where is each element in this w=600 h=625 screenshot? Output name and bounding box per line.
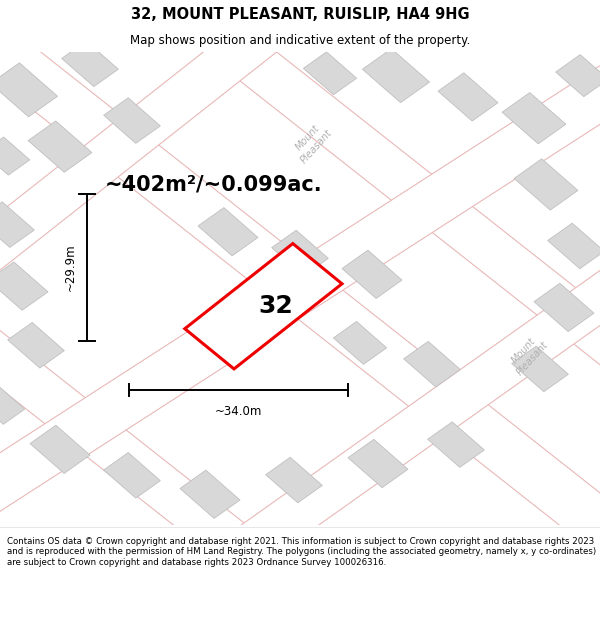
Polygon shape [198, 208, 258, 256]
Polygon shape [556, 54, 600, 97]
Polygon shape [534, 283, 594, 331]
Polygon shape [404, 341, 460, 387]
Polygon shape [342, 250, 402, 298]
Text: 32: 32 [259, 294, 293, 319]
Polygon shape [362, 49, 430, 102]
Polygon shape [548, 223, 600, 269]
Polygon shape [28, 121, 92, 172]
Polygon shape [334, 321, 386, 364]
Polygon shape [161, 0, 600, 516]
Polygon shape [0, 137, 30, 175]
Text: ~34.0m: ~34.0m [215, 405, 262, 418]
Polygon shape [348, 439, 408, 488]
Text: Contains OS data © Crown copyright and database right 2021. This information is : Contains OS data © Crown copyright and d… [7, 537, 596, 567]
Polygon shape [266, 458, 322, 503]
Polygon shape [185, 244, 342, 369]
Polygon shape [62, 41, 118, 87]
Text: ~402m²/~0.099ac.: ~402m²/~0.099ac. [105, 174, 323, 194]
Polygon shape [0, 63, 58, 117]
Polygon shape [0, 58, 600, 519]
Polygon shape [0, 203, 439, 625]
Text: 32, MOUNT PLEASANT, RUISLIP, HA4 9HG: 32, MOUNT PLEASANT, RUISLIP, HA4 9HG [131, 7, 469, 22]
Polygon shape [438, 73, 498, 121]
Text: Mount
Pleasant: Mount Pleasant [290, 119, 334, 165]
Polygon shape [502, 92, 566, 144]
Polygon shape [0, 12, 600, 565]
Polygon shape [8, 322, 64, 368]
Polygon shape [0, 202, 34, 248]
Polygon shape [514, 159, 578, 210]
Polygon shape [0, 384, 25, 424]
Text: Map shows position and indicative extent of the property.: Map shows position and indicative extent… [130, 34, 470, 47]
Polygon shape [512, 346, 568, 392]
Polygon shape [428, 422, 484, 468]
Polygon shape [180, 470, 240, 518]
Polygon shape [272, 230, 328, 276]
Polygon shape [104, 452, 160, 498]
Text: Mount
Pleasant: Mount Pleasant [506, 332, 550, 378]
Polygon shape [0, 0, 349, 421]
Polygon shape [304, 52, 356, 95]
Polygon shape [30, 425, 90, 474]
Polygon shape [104, 98, 160, 143]
Polygon shape [0, 262, 48, 310]
Text: ~29.9m: ~29.9m [64, 243, 77, 291]
Polygon shape [163, 155, 600, 611]
